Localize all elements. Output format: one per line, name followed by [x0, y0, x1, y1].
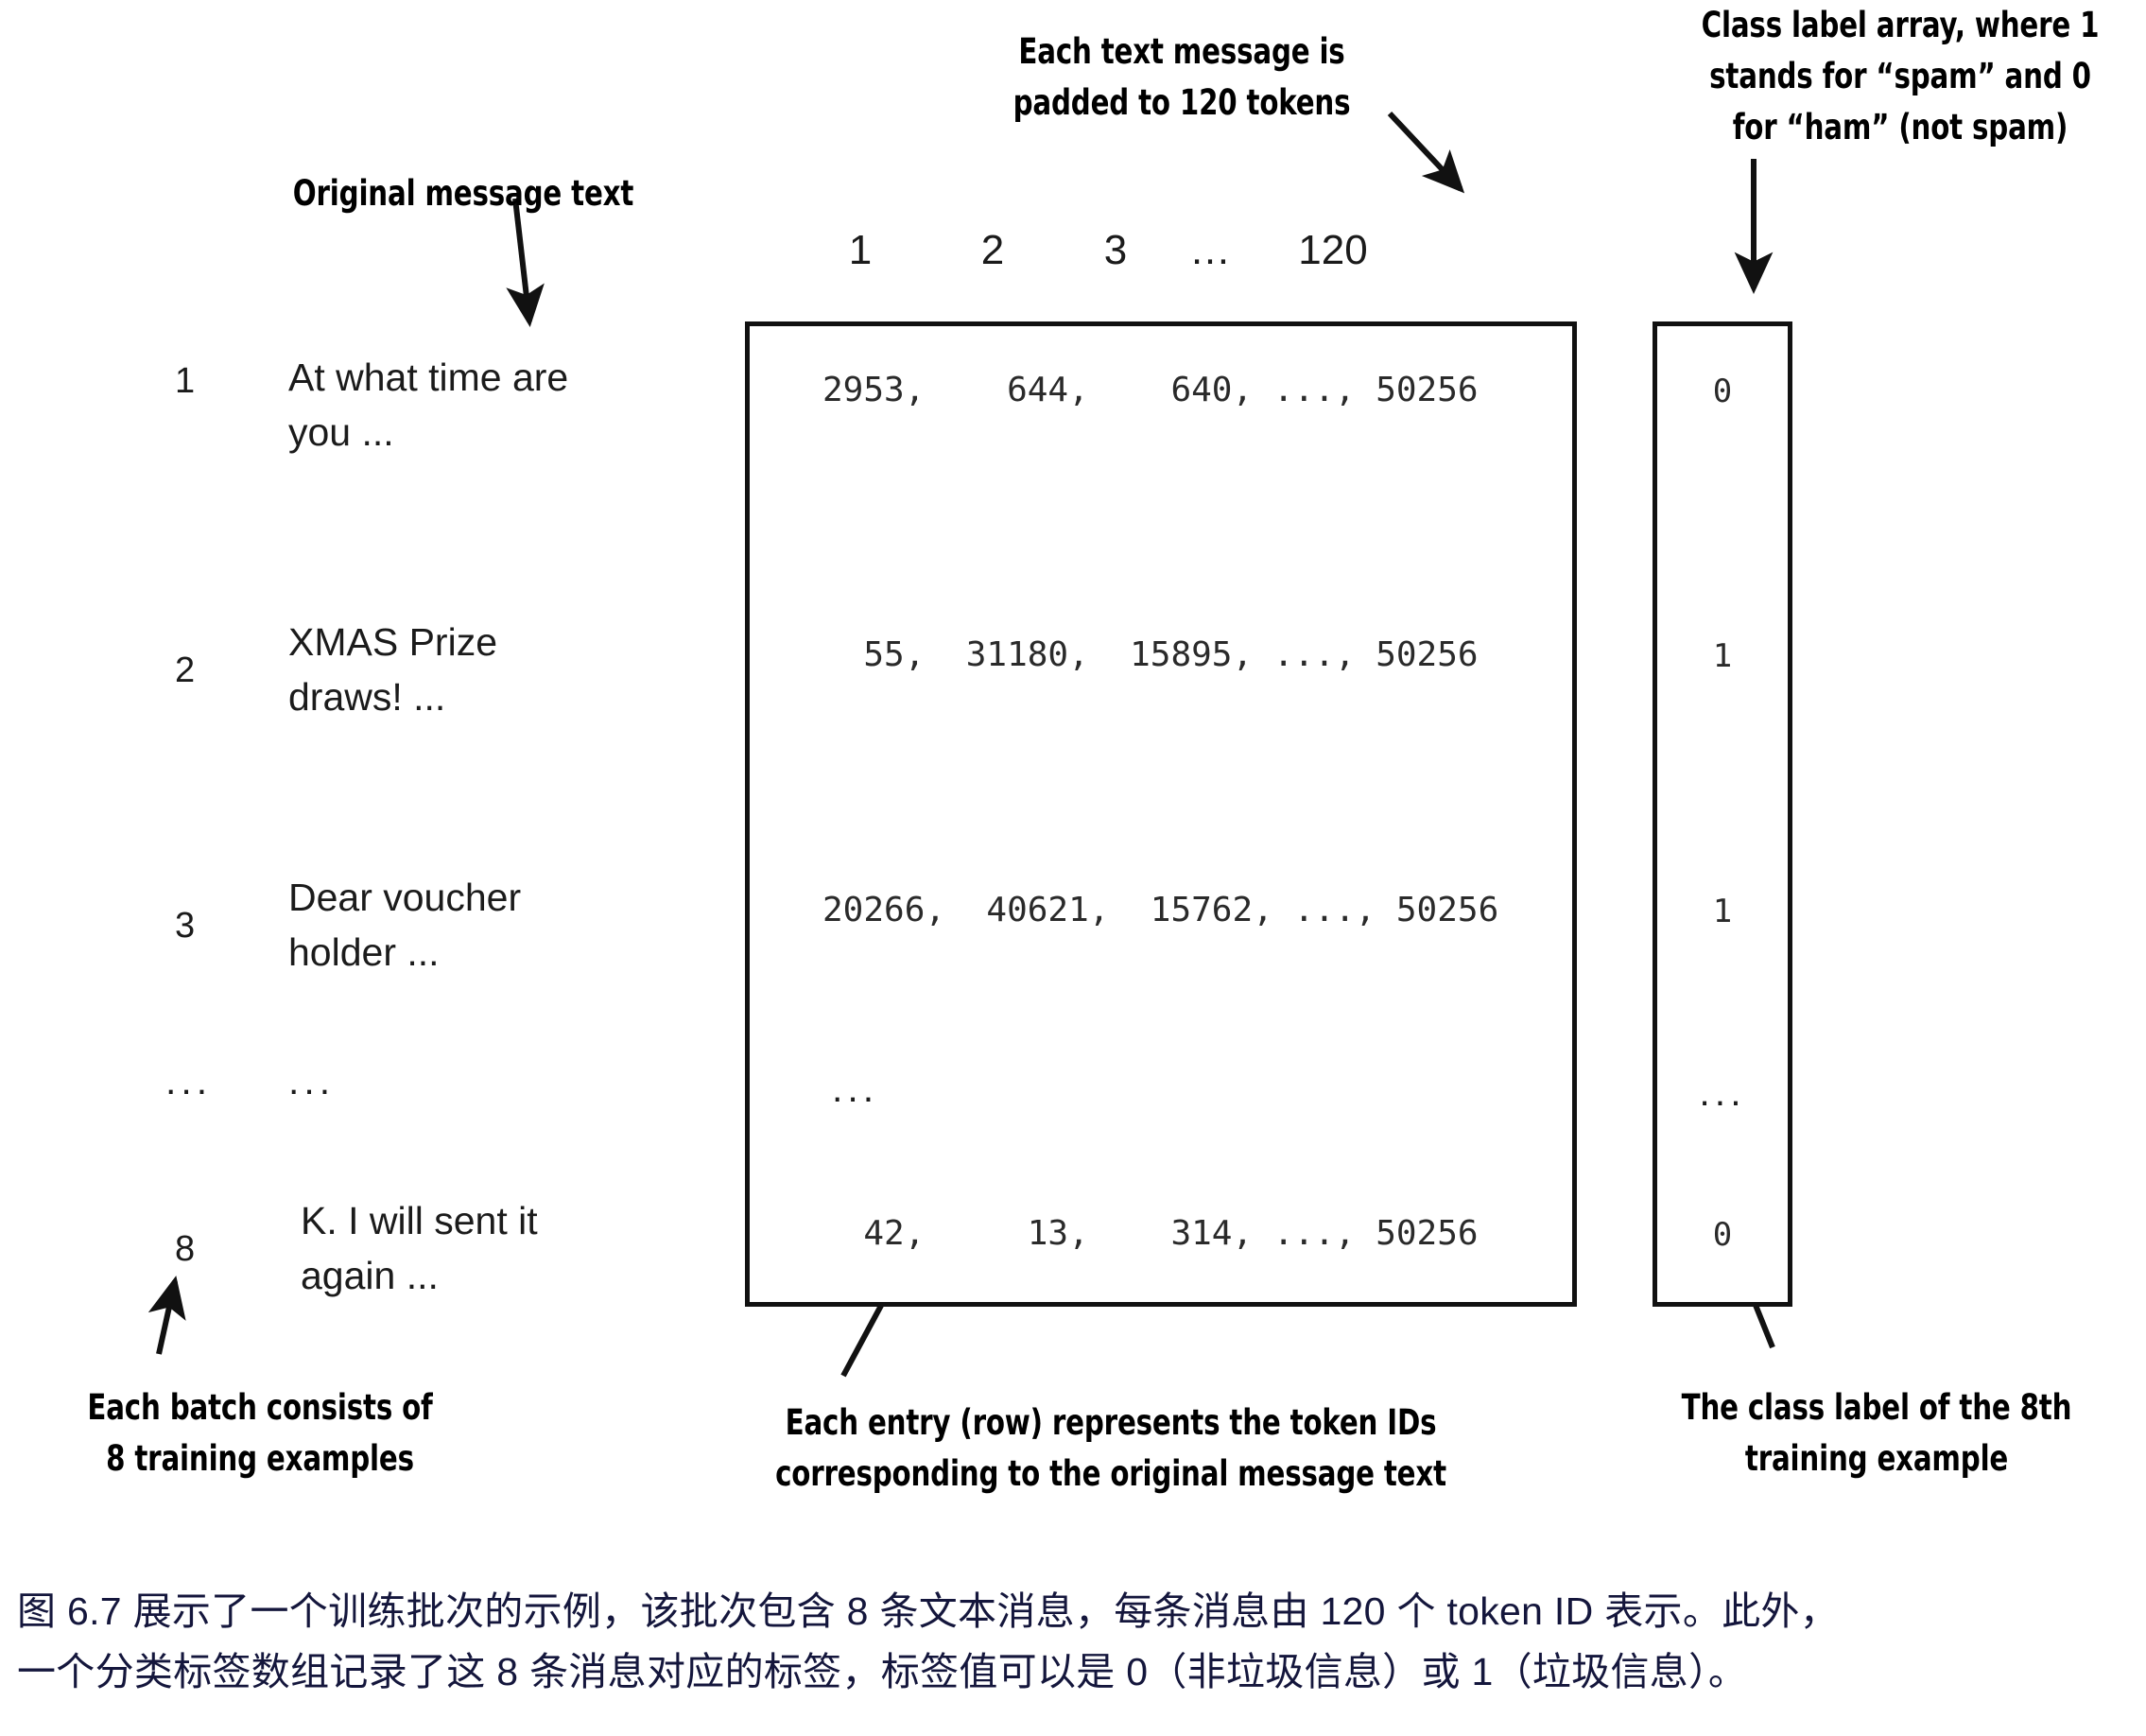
- row-message-text: Dear voucher holder ...: [288, 870, 685, 980]
- row-message-line1: XMAS Prize: [288, 620, 497, 664]
- row-message-line1: At what time are: [288, 356, 569, 399]
- row-message-text: XMAS Prize draws! ...: [288, 615, 685, 724]
- row-class-label: 0: [1712, 1216, 1733, 1254]
- annotation-token-row-line2: corresponding to the original message te…: [775, 1453, 1446, 1494]
- annotation-padded-tokens-line1: Each text message is: [1018, 31, 1345, 72]
- row-message-line2: holder ...: [288, 930, 440, 974]
- row-message-line2: draws! ...: [288, 675, 446, 719]
- annotation-padded-tokens: Each text message is padded to 120 token…: [982, 26, 1381, 129]
- column-header-1: 1: [848, 227, 873, 273]
- column-header-row: 1 2 3 … 120: [813, 227, 1532, 287]
- column-header-ellipsis: …: [1189, 227, 1231, 273]
- column-header-120: 120: [1298, 227, 1368, 273]
- row-token-ids: ...: [832, 1067, 879, 1110]
- class-label-array-box: [1653, 321, 1792, 1307]
- table-row: 1 At what time are you ... 2953, 644, 64…: [0, 350, 2146, 473]
- figure-caption-line2: 一个分类标签数组记录了这 8 条消息对应的标签，标签值可以是 0（非垃圾信息）或…: [17, 1650, 1748, 1693]
- annotation-class-label-line3: for “ham” (not spam): [1732, 107, 2068, 148]
- annotation-class-label-line1: Class label array, where 1: [1701, 5, 2100, 45]
- annotation-token-row: Each entry (row) represents the token ID…: [749, 1397, 1473, 1500]
- row-class-label: ...: [1699, 1070, 1746, 1114]
- table-row: 2 XMAS Prize draws! ... 55, 31180, 15895…: [0, 615, 2146, 738]
- row-message-line2: again ...: [301, 1254, 439, 1297]
- row-message-text: K. I will sent it again ...: [301, 1193, 698, 1303]
- row-index: 1: [175, 361, 196, 401]
- row-token-ids: 2953, 644, 640, ..., 50256: [822, 371, 1479, 409]
- row-class-label: 1: [1712, 893, 1733, 930]
- annotation-batch-line1: Each batch consists of: [87, 1387, 433, 1428]
- annotation-eighth-label-line2: training example: [1744, 1438, 2009, 1479]
- row-message-line2: you ...: [288, 410, 394, 454]
- annotation-original-message-text-label: Original message text: [292, 173, 634, 214]
- figure-caption-line1: 图 6.7 展示了一个训练批次的示例，该批次包含 8 条文本消息，每条消息由 1…: [17, 1589, 1840, 1633]
- column-header-3: 3: [1103, 227, 1128, 273]
- token-id-matrix-box: [745, 321, 1577, 1307]
- row-message-text: At what time are you ...: [288, 350, 685, 460]
- annotation-original-message-text: Original message text: [280, 168, 646, 219]
- row-token-ids: 42, 13, 314, ..., 50256: [822, 1214, 1479, 1253]
- table-row: 3 Dear voucher holder ... 20266, 40621, …: [0, 870, 2146, 993]
- table-row: 8 K. I will sent it again ... 42, 13, 31…: [0, 1193, 2146, 1316]
- row-message-text: ...: [288, 1059, 336, 1102]
- annotation-batch-size: Each batch consists of 8 training exampl…: [64, 1382, 456, 1484]
- annotation-eighth-label-line1: The class label of the 8th: [1681, 1387, 2072, 1428]
- row-token-ids: 20266, 40621, 15762, ..., 50256: [822, 891, 1499, 929]
- row-token-ids: 55, 31180, 15895, ..., 50256: [822, 635, 1479, 674]
- figure-caption: 图 6.7 展示了一个训练批次的示例，该批次包含 8 条文本消息，每条消息由 1…: [17, 1581, 2135, 1702]
- annotation-class-label-array: Class label array, where 1 stands for “s…: [1684, 0, 2117, 153]
- row-index: 2: [175, 651, 196, 690]
- column-header-2: 2: [980, 227, 1005, 273]
- annotation-token-row-line1: Each entry (row) represents the token ID…: [785, 1402, 1437, 1443]
- row-index: 8: [175, 1229, 196, 1269]
- annotation-class-label-line2: stands for “spam” and 0: [1709, 56, 2091, 96]
- annotation-batch-line2: 8 training examples: [106, 1438, 414, 1479]
- row-class-label: 0: [1712, 373, 1733, 410]
- row-index: ...: [165, 1059, 213, 1102]
- arrow-padded-tokens: [1387, 111, 1465, 194]
- row-index: 3: [175, 906, 196, 946]
- row-message-line1: Dear voucher: [288, 876, 522, 919]
- row-class-label: 1: [1712, 637, 1733, 675]
- annotation-eighth-label: The class label of the 8th training exam…: [1656, 1382, 2097, 1484]
- row-message-line1: K. I will sent it: [301, 1199, 538, 1242]
- annotation-padded-tokens-line2: padded to 120 tokens: [1012, 82, 1351, 123]
- table-row: ... ... ... ...: [0, 1059, 2146, 1154]
